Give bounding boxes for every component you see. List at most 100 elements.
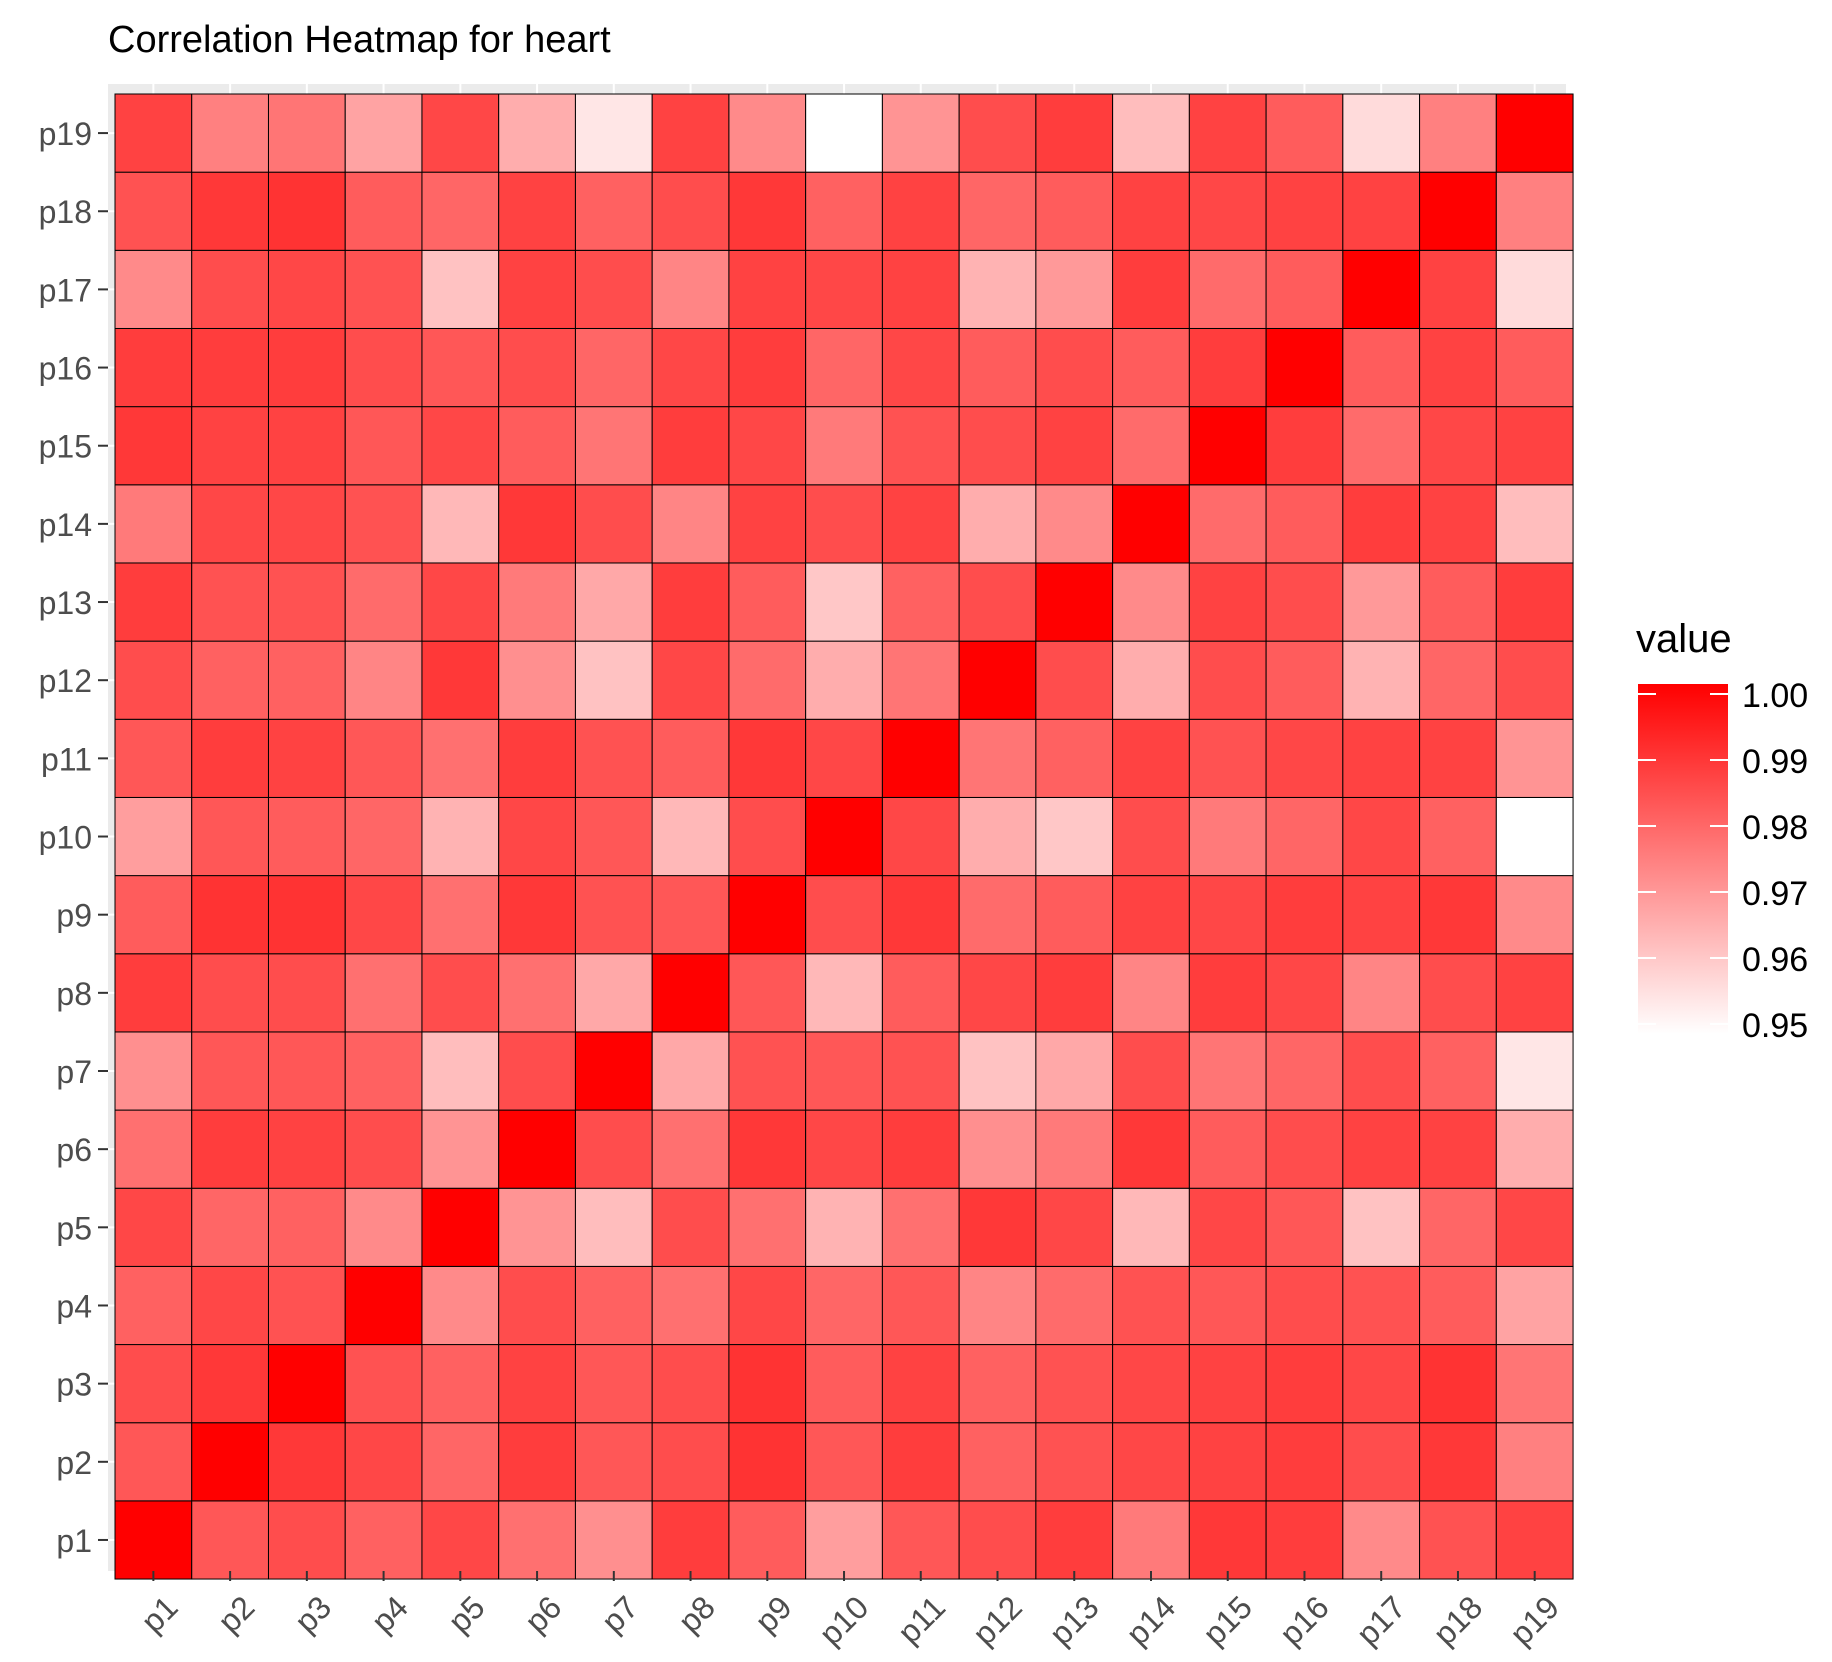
x-tick-label: p5 [441,1589,492,1640]
heatmap-cell-p8-p6 [498,953,576,1033]
heatmap-cell-p5-p3 [267,1187,346,1267]
heatmap-cell-p1-p18 [1419,1500,1497,1580]
heatmap-cell-p12-p5 [421,640,500,720]
x-tick-label: p19 [1503,1589,1566,1652]
heatmap-cell-p2-p10 [805,1422,883,1502]
heatmap-cell-p5-p18 [1419,1187,1497,1267]
heatmap-cell-p5-p6 [498,1187,576,1267]
heatmap-cell-p15-p18 [1419,406,1497,486]
heatmap-cell-p4-p9 [728,1265,807,1346]
heatmap-cell-p16-p5 [421,327,500,408]
heatmap-cell-p12-p15 [1188,640,1267,720]
heatmap-cell-p19-p7 [574,93,653,173]
heatmap-cell-p4-p1 [114,1265,193,1346]
y-axis: p1 p2 p3 p4 p5 p6 p7 p8 p9 p10 p11 p12 p13 p14 p15 p16 p… [39,116,108,1559]
heatmap-cell-p16-p3 [267,327,346,408]
heatmap-cell-p6-p6 [498,1109,576,1189]
heatmap-cell-p8-p3 [267,953,346,1033]
heatmap-cell-p18-p6 [498,171,576,251]
heatmap-cell-p17-p15 [1188,249,1267,329]
heatmap-cell-p18-p10 [805,171,883,251]
heatmap-cell-p11-p3 [267,718,346,798]
heatmap-cell-p10-p16 [1265,796,1344,877]
heatmap-cell-p13-p7 [574,562,653,642]
heatmap-cell-p17-p13 [1035,249,1114,329]
heatmap-cell-p1-p13 [1035,1500,1114,1580]
heatmap-cell-p19-p8 [651,93,730,173]
heatmap-cell-p4-p4 [344,1265,423,1346]
x-tick-label: p9 [748,1589,799,1640]
heatmap-cell-p5-p9 [728,1187,807,1267]
heatmap-cell-p14-p17 [1342,484,1421,564]
heatmap-cell-p5-p19 [1495,1187,1574,1267]
heatmap-cell-p10-p17 [1342,796,1421,877]
heatmap-cell-p17-p7 [574,249,653,329]
y-tick-label: p7 [56,1054,92,1090]
heatmap-cell-p15-p3 [267,406,346,486]
x-tick-label: p13 [1042,1589,1105,1652]
heatmap-cell-p16-p18 [1419,327,1497,408]
heatmap-cell-p7-p9 [728,1031,807,1111]
heatmap-cell-p8-p10 [805,953,883,1033]
heatmap-cell-p13-p12 [958,562,1037,642]
heatmap-cell-p6-p12 [958,1109,1037,1189]
heatmap-cell-p18-p15 [1188,171,1267,251]
heatmap-cell-p5-p12 [958,1187,1037,1267]
heatmap-cell-p9-p6 [498,875,576,955]
heatmap-cell-p13-p5 [421,562,500,642]
heatmap-cell-p16-p19 [1495,327,1574,408]
heatmap-cell-p18-p14 [1112,171,1190,251]
chart-title: Correlation Heatmap for heart [108,19,611,61]
heatmap-cell-p14-p8 [651,484,730,564]
heatmap-cell-p6-p16 [1265,1109,1344,1189]
heatmap-cell-p8-p19 [1495,953,1574,1033]
heatmap-cell-p2-p19 [1495,1422,1574,1502]
heatmap-cell-p10-p19 [1495,796,1574,877]
heatmap-cell-p18-p17 [1342,171,1421,251]
heatmap-cell-p8-p15 [1188,953,1267,1033]
heatmap-cell-p13-p10 [805,562,883,642]
heatmap-cell-p11-p16 [1265,718,1344,798]
heatmap-cell-p9-p3 [267,875,346,955]
heatmap-cell-p8-p5 [421,953,500,1033]
heatmap-cell-p19-p12 [958,93,1037,173]
heatmap-cell-p10-p12 [958,796,1037,877]
heatmap-cell-p17-p10 [805,249,883,329]
heatmap-cell-p16-p13 [1035,327,1114,408]
heatmap-cell-p2-p15 [1188,1422,1267,1502]
heatmap-cell-p17-p12 [958,249,1037,329]
heatmap-cell-p18-p2 [191,171,269,251]
y-tick-label: p9 [56,898,92,934]
heatmap-cell-p15-p15 [1188,406,1267,486]
heatmap-cell-p19-p2 [191,93,269,173]
heatmap-cell-p19-p11 [881,93,960,173]
heatmap-cell-p9-p11 [881,875,960,955]
heatmap-cell-p7-p13 [1035,1031,1114,1111]
heatmap-cell-p16-p17 [1342,327,1421,408]
heatmap-cell-p13-p18 [1419,562,1497,642]
heatmap-cell-p12-p3 [267,640,346,720]
heatmap-cell-p10-p11 [881,796,960,877]
heatmap-cell-p15-p10 [805,406,883,486]
heatmap-cell-p13-p2 [191,562,269,642]
heatmap-cell-p2-p9 [728,1422,807,1502]
heatmap-cell-p15-p2 [191,406,269,486]
heatmap-cell-p12-p10 [805,640,883,720]
heatmap-cell-p4-p3 [267,1265,346,1346]
heatmap-cell-p11-p7 [574,718,653,798]
heatmap-cell-p3-p16 [1265,1344,1344,1424]
heatmap-cell-p6-p13 [1035,1109,1114,1189]
heatmap-cell-p19-p4 [344,93,423,173]
heatmap-cell-p14-p11 [881,484,960,564]
heatmap-cell-p7-p8 [651,1031,730,1111]
heatmap-cell-p15-p14 [1112,406,1190,486]
heatmap-cell-p13-p14 [1112,562,1190,642]
heatmap-cell-p16-p4 [344,327,423,408]
heatmap-cell-p6-p2 [191,1109,269,1189]
y-tick-label: p17 [39,272,92,308]
heatmap-cell-p3-p17 [1342,1344,1421,1424]
heatmap-cell-p11-p14 [1112,718,1190,798]
legend-tick-label: 0.96 [1742,941,1808,979]
heatmap-cell-p10-p15 [1188,796,1267,877]
heatmap-cell-p1-p14 [1112,1500,1190,1580]
